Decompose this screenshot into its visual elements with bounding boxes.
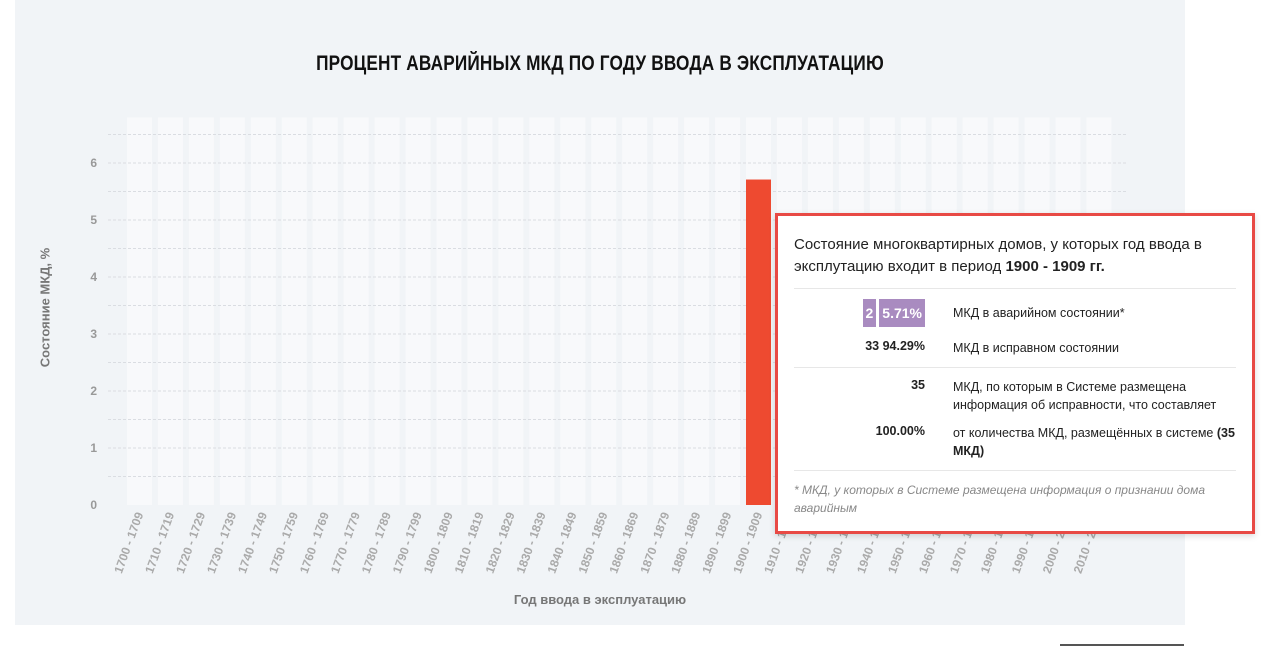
- x-tick-label: 1900 - 1909: [730, 510, 765, 575]
- good-label: МКД в исправном состоянии: [953, 341, 1119, 355]
- x-tick-label: 1810 - 1819: [452, 510, 487, 575]
- y-tick-label: 4: [90, 270, 97, 284]
- y-tick-label: 3: [90, 327, 97, 341]
- background-bar: [188, 117, 214, 506]
- x-tick-label: 1830 - 1839: [514, 510, 549, 575]
- info-pct-label: от количества МКД, размещённых в системе: [953, 426, 1217, 440]
- background-bar: [343, 117, 369, 506]
- x-tick-label: 1770 - 1779: [328, 510, 363, 575]
- background-bar: [467, 117, 493, 506]
- bottom-divider: [1060, 644, 1184, 646]
- good-value: 33 94.29%: [865, 339, 925, 353]
- info-pct: 100.00%: [875, 424, 925, 438]
- chart-title: ПРОЦЕНТ АВАРИЙНЫХ МКД ПО ГОДУ ВВОДА В ЭК…: [316, 52, 884, 75]
- y-tick-label: 1: [90, 441, 97, 455]
- background-bar: [498, 117, 524, 506]
- info-label: МКД, по которым в Системе размещена инфо…: [953, 380, 1217, 412]
- y-tick-label: 0: [90, 498, 97, 512]
- good-row: 33 94.29% МКД в исправном состоянии: [794, 339, 1236, 357]
- x-tick-label: 1730 - 1739: [204, 510, 239, 575]
- emergency-label: МКД в аварийном состоянии*: [953, 306, 1125, 320]
- x-tick-label: 1710 - 1719: [142, 510, 177, 575]
- background-bar: [219, 117, 245, 506]
- background-bar: [374, 117, 400, 506]
- divider: [794, 288, 1236, 289]
- background-bar: [281, 117, 307, 506]
- tooltip-heading: Состояние многоквартирных домов, у котор…: [794, 236, 1202, 275]
- background-bar: [312, 117, 338, 506]
- y-tick-label: 6: [90, 156, 97, 170]
- background-bar: [250, 117, 276, 506]
- x-tick-label: 1870 - 1879: [637, 510, 672, 575]
- tooltip-period: 1900 - 1909 гг.: [1005, 258, 1105, 275]
- background-bar: [715, 117, 741, 506]
- info-count: 35: [911, 378, 925, 392]
- background-bar: [591, 117, 617, 506]
- info-row: 35 МКД, по которым в Системе размещена и…: [794, 378, 1236, 414]
- x-tick-label: 1840 - 1849: [545, 510, 580, 575]
- y-tick-label: 5: [90, 213, 97, 227]
- x-tick-label: 1790 - 1799: [390, 510, 425, 575]
- background-bar: [405, 117, 431, 506]
- info-pct-total: (35 МКД): [953, 426, 1235, 458]
- x-tick-label: 1890 - 1899: [699, 510, 734, 575]
- background-bar: [529, 117, 555, 506]
- bar-tooltip: Состояние многоквартирных домов, у котор…: [775, 213, 1255, 534]
- info-pct-row: 100.00% от количества МКД, размещённых в…: [794, 424, 1236, 460]
- y-tick-label: 2: [90, 384, 97, 398]
- tooltip-footnote: * МКД, у которых в Системе размещена инф…: [794, 483, 1206, 515]
- x-tick-label: 1880 - 1889: [668, 510, 703, 575]
- divider: [794, 367, 1236, 368]
- background-bar: [684, 117, 710, 506]
- x-tick-label: 1800 - 1809: [421, 510, 456, 575]
- background-bar: [157, 117, 183, 506]
- background-bar: [653, 117, 679, 506]
- background-bar: [127, 117, 152, 506]
- x-tick-label: 1700 - 1709: [111, 510, 146, 575]
- y-axis-label: Состояние МКД, %: [37, 247, 53, 368]
- background-bar: [622, 117, 648, 506]
- background-bar: [436, 117, 462, 506]
- x-tick-label: 1850 - 1859: [576, 510, 611, 575]
- x-tick-label: 1780 - 1789: [359, 510, 394, 575]
- divider: [794, 470, 1236, 471]
- background-bar: [560, 117, 586, 506]
- x-tick-label: 1740 - 1749: [235, 510, 270, 575]
- emergency-row: 2 5.71% МКД в аварийном состоянии*: [794, 299, 1236, 327]
- x-tick-label: 1820 - 1829: [483, 510, 518, 575]
- bar: [746, 179, 771, 505]
- x-tick-label: 1860 - 1869: [606, 510, 641, 575]
- emergency-pct-badge: 5.71%: [879, 299, 925, 327]
- emergency-count-badge: 2: [862, 299, 877, 327]
- x-axis-label: Год ввода в эксплуатацию: [513, 592, 687, 607]
- x-tick-label: 1750 - 1759: [266, 510, 301, 575]
- x-tick-label: 1720 - 1729: [173, 510, 208, 575]
- x-tick-label: 1760 - 1769: [297, 510, 332, 575]
